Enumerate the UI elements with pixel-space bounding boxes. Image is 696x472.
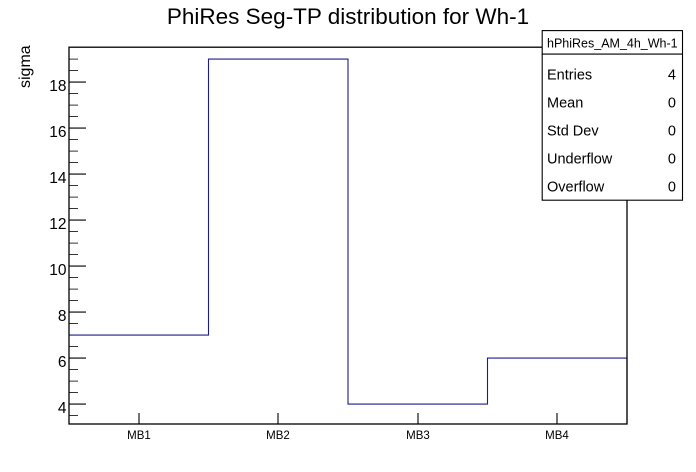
svg-text:18: 18 [49,78,66,95]
svg-text:MB3: MB3 [406,430,430,442]
svg-text:12: 12 [49,216,66,233]
svg-text:Mean: Mean [547,96,583,112]
svg-text:MB1: MB1 [127,430,151,442]
svg-text:Underflow: Underflow [547,152,613,168]
svg-text:0: 0 [668,180,676,196]
svg-text:14: 14 [49,170,67,187]
svg-text:Std Dev: Std Dev [547,124,599,140]
svg-text:8: 8 [58,308,67,325]
svg-text:MB2: MB2 [266,430,290,442]
svg-text:16: 16 [49,124,66,141]
svg-text:4: 4 [58,400,67,417]
svg-text:4: 4 [668,68,676,84]
svg-text:Overflow: Overflow [547,180,605,196]
svg-text:10: 10 [49,262,67,279]
svg-text:MB4: MB4 [545,430,569,442]
svg-text:0: 0 [668,124,676,140]
svg-text:0: 0 [668,96,676,112]
svg-text:Entries: Entries [547,68,592,84]
svg-text:0: 0 [668,152,676,168]
svg-text:sigma: sigma [17,45,34,88]
svg-text:hPhiRes_AM_4h_Wh-1: hPhiRes_AM_4h_Wh-1 [547,37,678,51]
svg-text:6: 6 [58,354,67,371]
